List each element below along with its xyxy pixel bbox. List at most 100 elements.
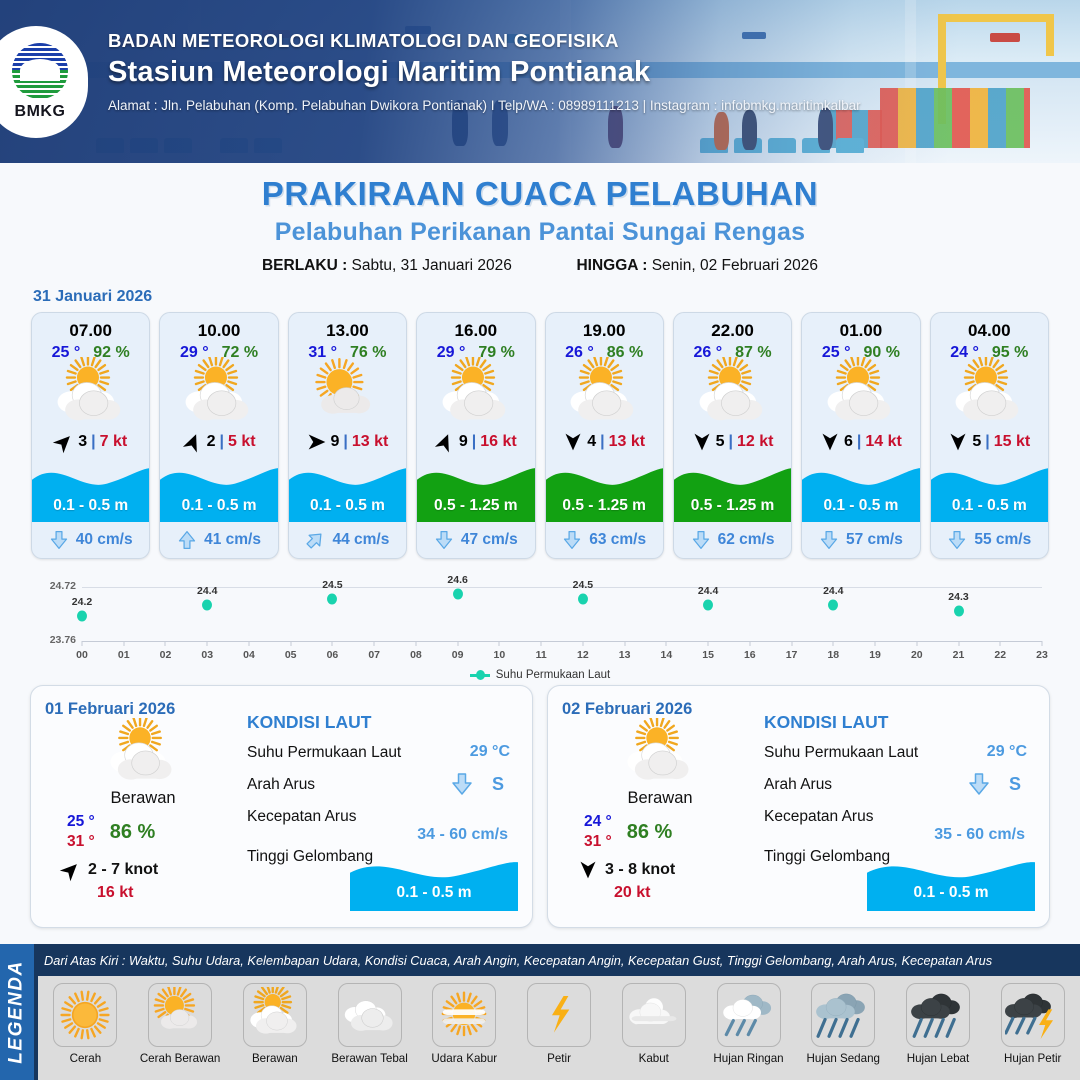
header-gradient-overlay (0, 0, 1080, 163)
legend-item: Hujan Petir (985, 983, 1080, 1065)
card-humidity: 76 % (350, 344, 387, 361)
hourly-card: 19.00 26 ° 86 % 4 | 13 kt 0.5 - 1.25 m (544, 312, 664, 559)
chart-xtick-mark (206, 641, 208, 646)
card-humidity: 92 % (93, 344, 130, 361)
card-wave-height: 0.5 - 1.25 m (434, 497, 518, 514)
daily-gust: 20 kt (614, 884, 651, 901)
card-time: 04.00 (968, 321, 1011, 340)
hourly-forecast-row: 07.00 25 ° 92 % 3 | 7 kt 0.1 - 0.5 m (0, 312, 1080, 559)
card-current: 40 cm/s (32, 522, 149, 558)
card-humidity: 95 % (991, 344, 1029, 361)
chart-data-point (577, 593, 588, 605)
chart-xtick-mark (707, 641, 709, 646)
sea-conditions-title: KONDISI LAUT (247, 712, 372, 732)
current-direction-arrow-icon (49, 530, 69, 550)
chart-xtick-label: 10 (493, 649, 506, 661)
legend-item: Berawan (227, 983, 322, 1065)
wind-direction-arrow-icon (307, 432, 327, 452)
chart-xtick-mark (624, 641, 626, 646)
page-header: BMKG BADAN METEOROLOGI KLIMATOLOGI DAN G… (0, 0, 1080, 163)
legend-item-label: Hujan Petir (1004, 1052, 1062, 1065)
daily-temp-min: 25 ° (67, 813, 95, 830)
legend-item-label: Berawan Tebal (331, 1052, 408, 1065)
legend-item-label: Hujan Sedang (806, 1052, 880, 1065)
chart-point-label: 24.4 (697, 585, 719, 597)
daily-condition: Berawan (627, 789, 693, 807)
chart-xtick-label: 02 (159, 649, 172, 661)
wind-direction-arrow-icon (434, 432, 455, 453)
daily-left-column: 01 Februari 2026 Berawan 25 ° 31 ° 86 % (45, 700, 241, 917)
legend-side-label: LEGENDA (6, 960, 27, 1064)
daily-humidity: 86 % (109, 820, 156, 843)
card-wind: 4 | 13 kt (546, 426, 663, 458)
card-wind-speed: 15 kt (993, 433, 1031, 450)
current-direction-arrow-icon (305, 530, 325, 550)
card-time: 16.00 (454, 321, 498, 340)
card-temp-humidity: 25 ° 92 % (32, 343, 149, 364)
row-current-speed-value: 35 - 60 cm/s (934, 826, 1025, 843)
card-temp-humidity: 26 ° 87 % (674, 343, 791, 364)
legend-partly-cloudy-icon (242, 983, 307, 1047)
card-wind-separator: | (343, 433, 348, 450)
chart-xtick-label: 06 (326, 649, 339, 661)
card-current: 57 cm/s (802, 522, 919, 558)
sst-chart: 24.72 23.76 00 01 02 03 04 05 06 07 08 09 10 11 12 13 14… (30, 573, 1050, 665)
card-wave-height: 0.5 - 1.25 m (690, 497, 775, 514)
current-direction-arrow-icon (177, 530, 197, 550)
daily-left-column: 02 Februari 2026 Berawan 24 ° 31 ° 86 % (562, 700, 758, 917)
wind-direction-arrow-icon (692, 432, 712, 452)
hingga-label: HINGGA : (576, 257, 648, 274)
chart-point-label: 24.5 (572, 579, 594, 592)
card-wave-height: 0.1 - 0.5 m (951, 497, 1027, 514)
chart-legend: Suhu Permukaan Laut (0, 669, 1080, 681)
card-wind-separator: | (471, 433, 477, 450)
chart-xtick-label: 15 (702, 649, 714, 661)
legend-bar: LEGENDA Dari Atas Kiri : Waktu, Suhu Uda… (0, 944, 1080, 1080)
card-wave: 0.5 - 1.25 m (417, 458, 535, 522)
card-wave: 0.1 - 0.5 m (160, 458, 278, 522)
row-wave-label: Tinggi Gelombang (247, 848, 374, 865)
chart-xtick-mark (958, 641, 960, 646)
bmkg-logo: BMKG (0, 26, 88, 138)
card-wave: 0.1 - 0.5 m (32, 458, 150, 522)
card-temperature: 26 ° (565, 344, 594, 361)
daily-condition: Berawan (110, 789, 176, 807)
chart-point-label: 24.5 (322, 579, 343, 592)
daily-date: 02 Februari 2026 (562, 700, 693, 718)
card-wind-degree: 4 (587, 433, 597, 450)
chart-xtick-mark (164, 641, 166, 646)
daily-wind: 2 - 7 knot (45, 860, 241, 882)
legend-item: Kabut (606, 983, 701, 1065)
berlaku-label: BERLAKU : (261, 257, 348, 274)
chart-xtick-label: 00 (76, 649, 88, 661)
daily-sea-conditions: KONDISI LAUT Suhu Permukaan Laut 29 °C A… (241, 700, 518, 917)
legend-items: Cerah Cerah Berawan Berawan Beraw (38, 976, 1080, 1080)
card-humidity: 72 % (221, 344, 259, 361)
daily-temp-humidity: 24 ° 31 ° 86 % (562, 813, 758, 851)
validity-line: BERLAKU : Sabtu, 31 Januari 2026 HINGGA … (0, 257, 1080, 275)
row-sst-label: Suhu Permukaan Laut (247, 744, 402, 761)
current-direction-arrow-icon (819, 530, 839, 550)
chart-xtick-mark (373, 641, 375, 646)
card-wave: 0.1 - 0.5 m (288, 458, 407, 522)
legend-item-label: Cerah Berawan (139, 1052, 221, 1065)
card-time: 13.00 (326, 321, 369, 340)
chart-xtick-mark (457, 641, 459, 646)
card-wind: 9 | 13 kt (289, 426, 406, 458)
chart-xtick-mark (916, 641, 918, 646)
card-current-speed: 40 cm/s (75, 531, 133, 548)
row-current-speed-value: 34 - 60 cm/s (417, 826, 508, 843)
current-direction-arrow-icon (947, 530, 967, 550)
card-temp-humidity: 29 ° 72 % (160, 343, 277, 364)
card-temperature: 26 ° (693, 344, 723, 361)
legend-side-tab: LEGENDA (0, 944, 34, 1080)
daily-weather-partly-cloudy-icon (562, 718, 758, 785)
card-weather-partly-cloudy-icon (931, 357, 1048, 426)
chart-xtick-mark (123, 641, 125, 646)
chart-xtick-mark (290, 641, 292, 646)
card-humidity: 86 % (606, 344, 644, 361)
chart-ytick-max: 24.72 (49, 580, 76, 592)
daily-wind-range: 3 - 8 knot (605, 861, 676, 878)
row-current-dir-value: S (1008, 774, 1021, 794)
card-current: 63 cm/s (546, 522, 663, 558)
